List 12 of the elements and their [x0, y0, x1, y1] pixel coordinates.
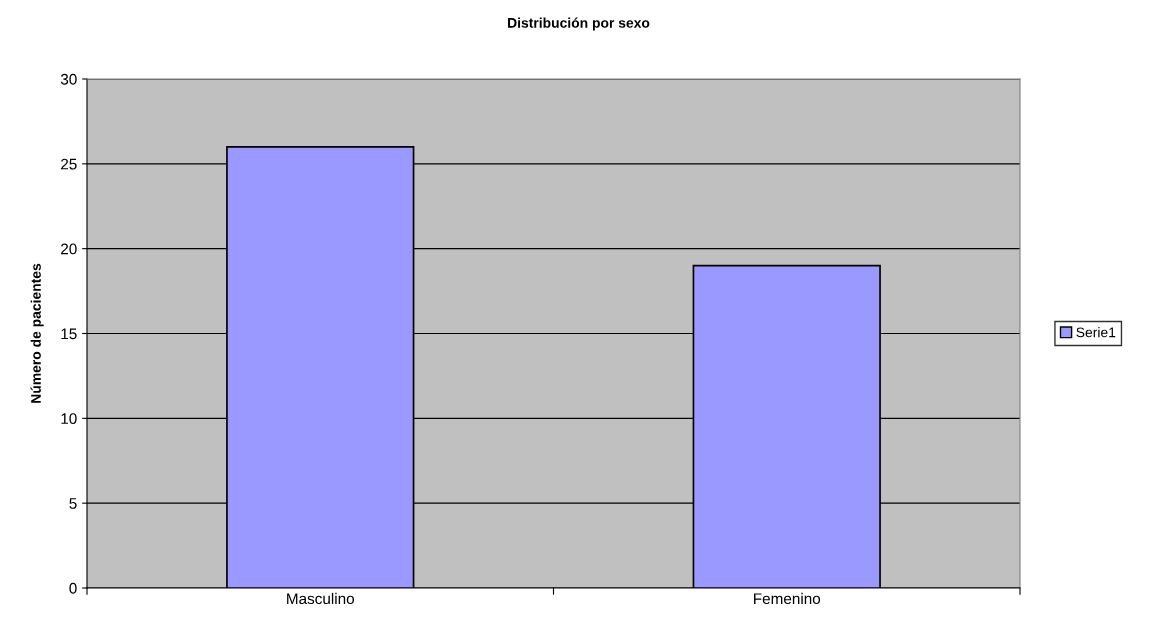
x-tick-label: Masculino — [287, 592, 354, 605]
y-tick-label: 10 — [61, 413, 77, 425]
y-tick-label: 20 — [61, 243, 77, 255]
y-axis-title: Número de pacientes — [30, 263, 44, 403]
legend-label: Serie1 — [1076, 327, 1116, 338]
y-tick-label: 15 — [61, 328, 77, 340]
y-tick-label: 30 — [60, 73, 77, 85]
y-tick-label: 25 — [61, 158, 77, 170]
chart-title: Distribución por sexo — [508, 17, 650, 31]
y-tick-label: 0 — [69, 582, 77, 594]
x-tick-label: Femenino — [754, 592, 821, 605]
y-tick-label: 5 — [69, 498, 77, 509]
